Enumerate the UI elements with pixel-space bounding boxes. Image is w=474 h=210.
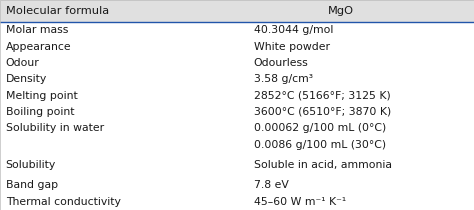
Text: 0.0086 g/100 mL (30°C): 0.0086 g/100 mL (30°C) [254,140,386,150]
Text: 45–60 W m⁻¹ K⁻¹: 45–60 W m⁻¹ K⁻¹ [254,197,346,207]
Text: Melting point: Melting point [6,91,77,101]
Text: 40.3044 g/mol: 40.3044 g/mol [254,25,333,35]
Text: Boiling point: Boiling point [6,107,74,117]
Text: White powder: White powder [254,42,329,52]
Text: Soluble in acid, ammonia: Soluble in acid, ammonia [254,160,392,170]
Text: Thermal conductivity: Thermal conductivity [6,197,120,207]
Text: Solubility: Solubility [6,160,56,170]
Text: Odourless: Odourless [254,58,309,68]
Text: MgO: MgO [328,6,354,16]
Text: 7.8 eV: 7.8 eV [254,180,289,190]
FancyBboxPatch shape [0,0,474,22]
Text: Solubility in water: Solubility in water [6,123,104,133]
Text: Molar mass: Molar mass [6,25,68,35]
Text: 3600°C (6510°F; 3870 K): 3600°C (6510°F; 3870 K) [254,107,391,117]
Text: 2852°C (5166°F; 3125 K): 2852°C (5166°F; 3125 K) [254,91,391,101]
Text: Band gap: Band gap [6,180,58,190]
Text: Odour: Odour [6,58,39,68]
Text: 0.00062 g/100 mL (0°C): 0.00062 g/100 mL (0°C) [254,123,386,133]
Text: Density: Density [6,74,47,84]
Text: Appearance: Appearance [6,42,71,52]
Text: 3.58 g/cm³: 3.58 g/cm³ [254,74,312,84]
Text: Molecular formula: Molecular formula [6,6,109,16]
